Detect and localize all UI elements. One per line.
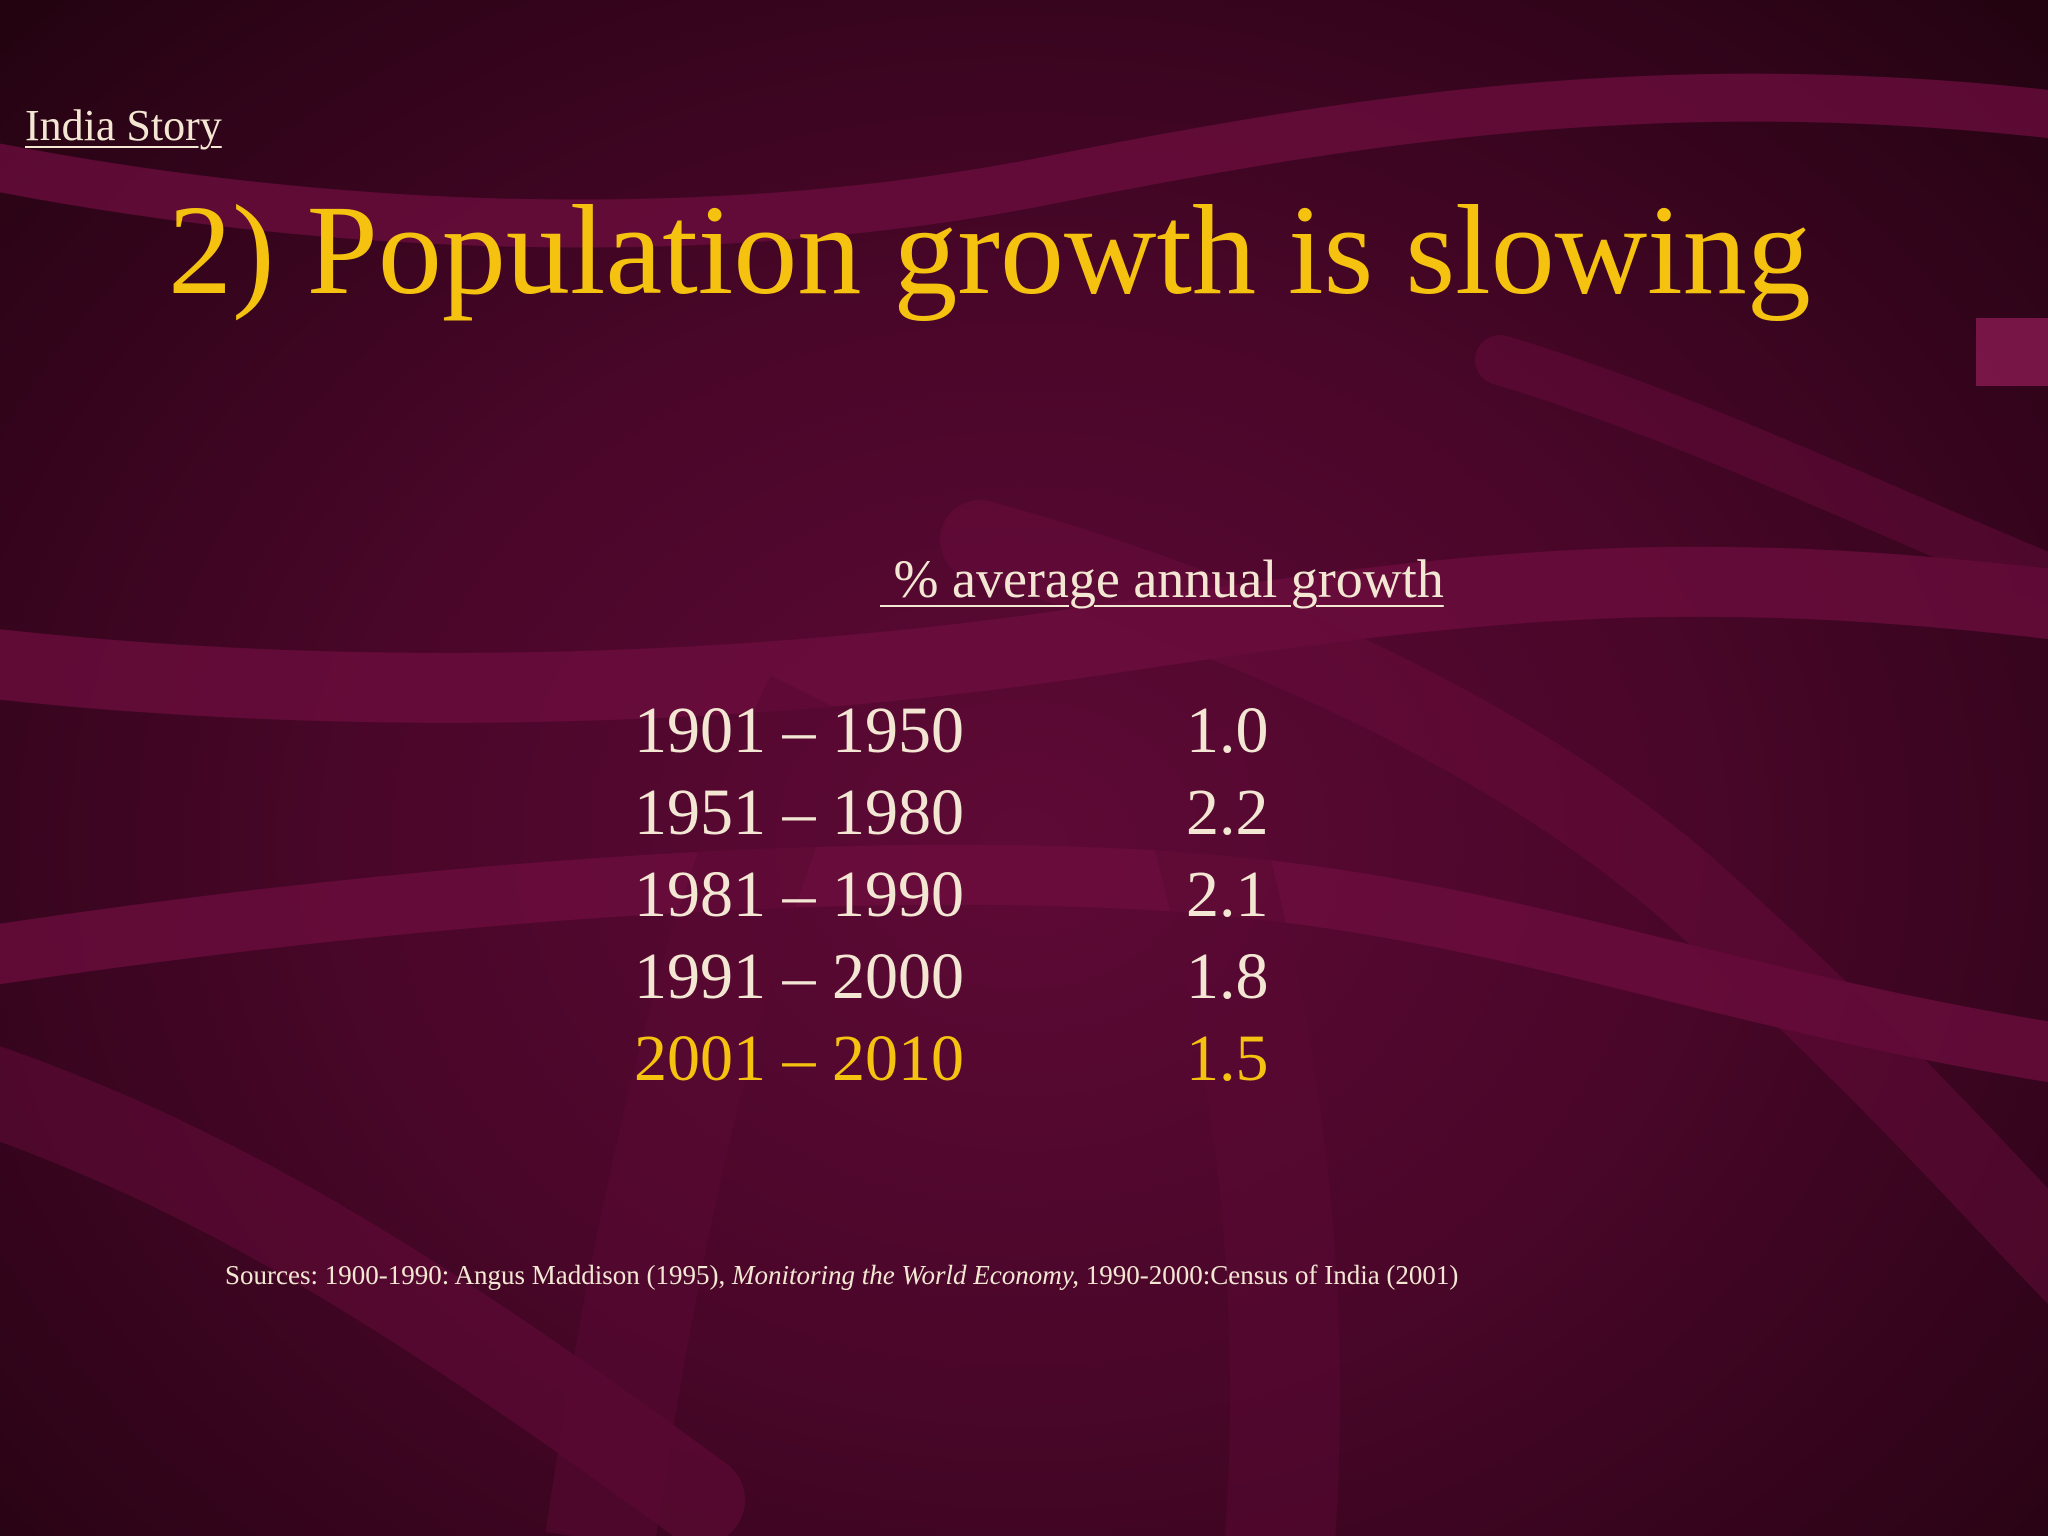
growth-value: 2.1	[1186, 858, 1269, 931]
sources-suffix: 1990-2000:Census of India (2001)	[1078, 1260, 1459, 1290]
table-row: 1991 – 2000 1.8	[0, 936, 2048, 1018]
table-row: 1951 – 1980 2.2	[0, 772, 2048, 854]
growth-value: 1.8	[1186, 940, 1269, 1013]
sources-prefix: Sources: 1900-1990: Angus Maddison (1995…	[225, 1260, 732, 1290]
period-label: 1981 – 1990	[634, 858, 964, 931]
table-row: 1981 – 1990 2.1	[0, 854, 2048, 936]
table-row: 1901 – 1950 1.0	[0, 690, 2048, 772]
period-label: 1951 – 1980	[634, 776, 964, 849]
period-label: 1901 – 1950	[634, 694, 964, 767]
table-row-highlighted: 2001 – 2010 1.5	[0, 1018, 2048, 1100]
period-label: 2001 – 2010	[634, 1022, 964, 1095]
growth-value: 1.0	[1186, 694, 1269, 767]
sources-book-title: Monitoring the World Economy,	[731, 1260, 1079, 1290]
column-header: % average annual growth	[880, 549, 1444, 609]
slide-title: 2) Population growth is slowing	[168, 179, 1811, 321]
period-label: 1991 – 2000	[634, 940, 964, 1013]
growth-value: 1.5	[1186, 1022, 1269, 1095]
sources-footnote: Sources: 1900-1990: Angus Maddison (1995…	[225, 1260, 1458, 1291]
slide-kicker: India Story	[25, 101, 222, 150]
growth-value: 2.2	[1186, 776, 1269, 849]
